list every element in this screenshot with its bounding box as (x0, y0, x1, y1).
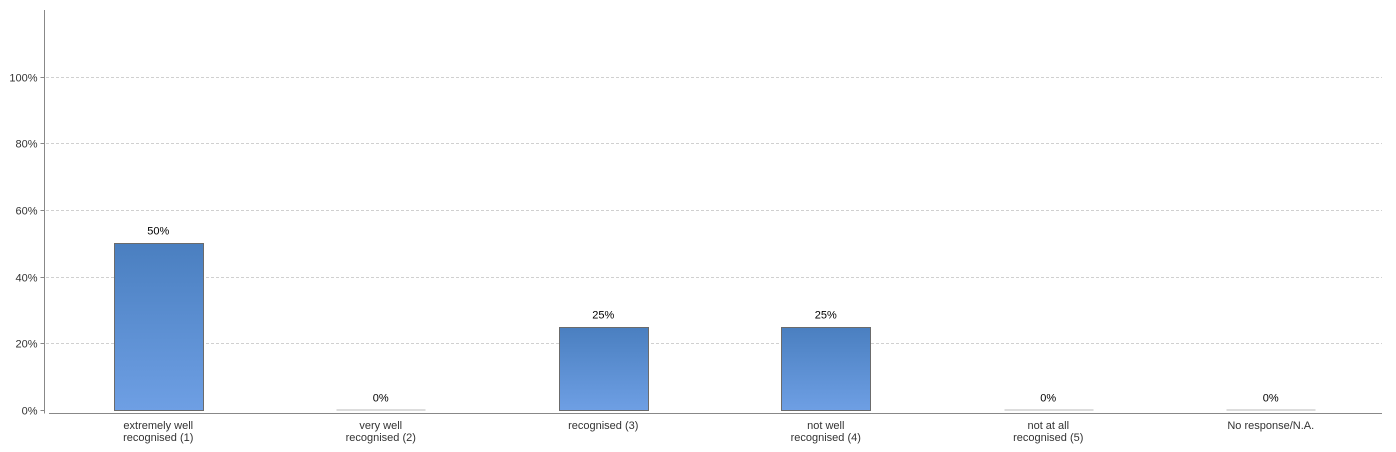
data-label: 50% (147, 226, 169, 238)
y-tick-label: 40% (15, 273, 37, 285)
bar (559, 327, 649, 411)
data-label: 0% (1263, 393, 1279, 405)
bars (114, 243, 1316, 411)
category-label: No response/N.A. (1227, 420, 1314, 432)
labels: 0% 20% 40% 60% 80% 100% 50% extremely well recog… (9, 73, 1314, 445)
y-tick-label: 0% (22, 406, 38, 418)
axes (40, 10, 1382, 414)
data-label: 0% (1040, 393, 1056, 405)
category-label: not well recognised (4) (791, 420, 861, 444)
category-label: recognised (3) (568, 420, 638, 432)
category-label: very well recognised (2) (346, 420, 416, 444)
y-tick-label: 100% (9, 73, 37, 85)
data-label: 25% (815, 310, 837, 322)
bar (781, 327, 871, 411)
bar (114, 243, 204, 411)
y-tick-label: 80% (15, 139, 37, 151)
y-tick-label: 20% (15, 339, 37, 351)
category-label: not at all recognised (5) (1013, 420, 1083, 444)
category-label: extremely well recognised (1) (123, 420, 193, 444)
data-label: 25% (592, 310, 614, 322)
data-label: 0% (373, 393, 389, 405)
grid-lines (46, 77, 1382, 344)
y-tick-label: 60% (15, 206, 37, 218)
